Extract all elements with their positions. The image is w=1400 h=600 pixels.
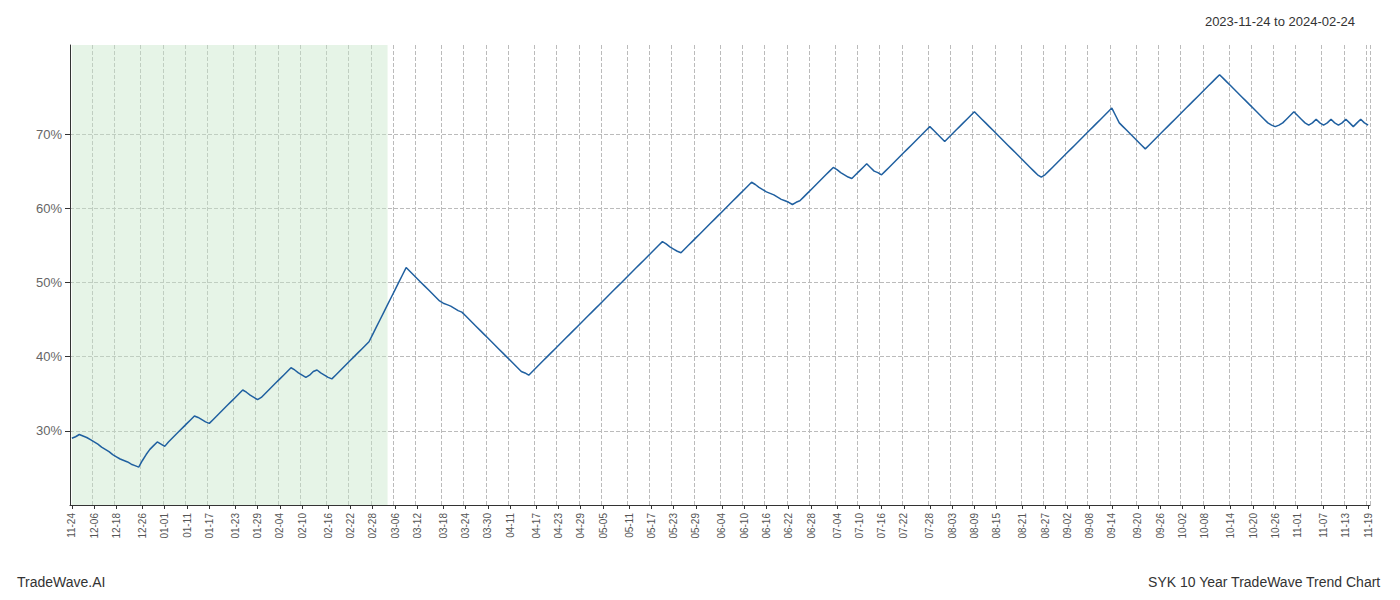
svg-text:02-10: 02-10 — [297, 513, 308, 539]
svg-text:60%: 60% — [36, 201, 62, 216]
svg-text:01-11: 01-11 — [182, 513, 193, 538]
svg-text:04-17: 04-17 — [531, 513, 542, 539]
svg-text:12-06: 12-06 — [89, 513, 100, 539]
svg-text:03-06: 03-06 — [390, 513, 401, 539]
svg-text:02-04: 02-04 — [274, 513, 285, 539]
svg-text:06-10: 06-10 — [739, 513, 750, 539]
svg-text:04-29: 04-29 — [575, 513, 586, 539]
svg-text:07-10: 07-10 — [854, 513, 865, 539]
svg-text:06-04: 06-04 — [716, 513, 727, 539]
svg-text:09-08: 09-08 — [1084, 513, 1095, 539]
svg-text:08-15: 08-15 — [991, 513, 1002, 539]
svg-text:07-22: 07-22 — [898, 513, 909, 539]
svg-text:06-16: 06-16 — [761, 513, 772, 539]
svg-text:03-12: 03-12 — [412, 513, 423, 539]
svg-text:09-20: 09-20 — [1132, 513, 1143, 539]
svg-text:12-26: 12-26 — [137, 513, 148, 539]
svg-text:06-28: 06-28 — [806, 513, 817, 539]
svg-text:07-04: 07-04 — [832, 513, 843, 539]
svg-text:11-19: 11-19 — [1363, 513, 1374, 538]
svg-text:04-11: 04-11 — [505, 513, 516, 538]
svg-text:TradeWave.AI: TradeWave.AI — [17, 574, 105, 590]
svg-text:SYK 10 Year TradeWave Trend Ch: SYK 10 Year TradeWave Trend Chart — [1148, 574, 1380, 590]
svg-text:01-23: 01-23 — [230, 513, 241, 539]
svg-text:11-13: 11-13 — [1340, 513, 1351, 538]
svg-text:01-01: 01-01 — [159, 513, 170, 539]
svg-text:08-21: 08-21 — [1017, 513, 1028, 539]
svg-text:02-16: 02-16 — [323, 513, 334, 539]
svg-text:08-03: 08-03 — [947, 513, 958, 539]
svg-text:08-09: 08-09 — [969, 513, 980, 539]
svg-text:05-05: 05-05 — [598, 513, 609, 539]
svg-text:12-18: 12-18 — [111, 513, 122, 539]
svg-text:11-24: 11-24 — [66, 513, 77, 538]
svg-text:08-27: 08-27 — [1040, 513, 1051, 539]
svg-text:05-23: 05-23 — [668, 513, 679, 539]
svg-text:10-02: 10-02 — [1177, 513, 1188, 539]
svg-text:05-11: 05-11 — [624, 513, 635, 538]
svg-text:03-30: 03-30 — [482, 513, 493, 539]
svg-text:02-22: 02-22 — [345, 513, 356, 539]
svg-text:03-24: 03-24 — [460, 513, 471, 539]
svg-text:05-17: 05-17 — [646, 513, 657, 539]
svg-text:09-14: 09-14 — [1106, 513, 1117, 539]
svg-text:11-01: 11-01 — [1292, 513, 1303, 538]
svg-text:07-28: 07-28 — [924, 513, 935, 539]
svg-text:01-17: 01-17 — [204, 513, 215, 539]
svg-text:50%: 50% — [36, 275, 62, 290]
svg-text:09-26: 09-26 — [1155, 513, 1166, 539]
svg-text:11-07: 11-07 — [1318, 513, 1329, 538]
svg-text:10-20: 10-20 — [1248, 513, 1259, 539]
svg-text:70%: 70% — [36, 127, 62, 142]
svg-text:10-14: 10-14 — [1225, 513, 1236, 539]
svg-text:40%: 40% — [36, 349, 62, 364]
svg-text:05-29: 05-29 — [690, 513, 701, 539]
svg-text:07-16: 07-16 — [876, 513, 887, 539]
svg-text:10-08: 10-08 — [1199, 513, 1210, 539]
svg-text:01-29: 01-29 — [252, 513, 263, 539]
svg-text:2023-11-24 to 2024-02-24: 2023-11-24 to 2024-02-24 — [1205, 14, 1355, 29]
svg-text:02-28: 02-28 — [367, 513, 378, 539]
svg-text:30%: 30% — [36, 423, 62, 438]
svg-text:03-18: 03-18 — [438, 513, 449, 539]
svg-text:09-02: 09-02 — [1062, 513, 1073, 539]
svg-text:04-23: 04-23 — [553, 513, 564, 539]
svg-text:10-26: 10-26 — [1270, 513, 1281, 539]
svg-text:06-22: 06-22 — [783, 513, 794, 539]
